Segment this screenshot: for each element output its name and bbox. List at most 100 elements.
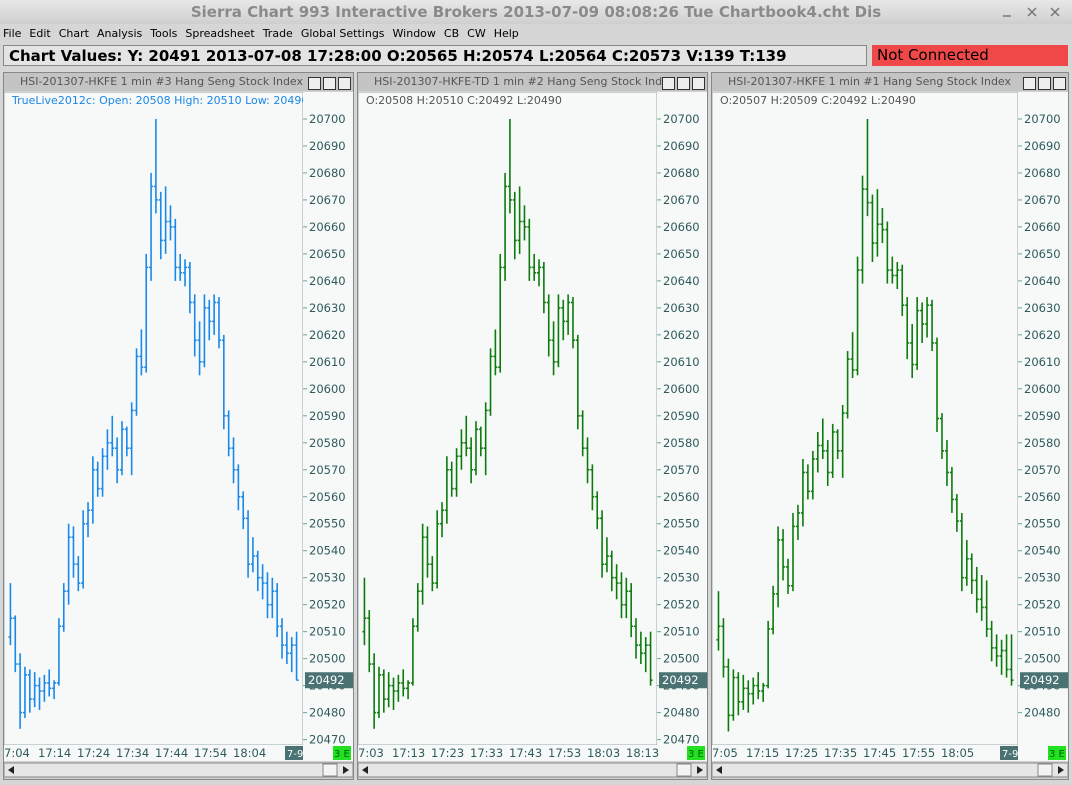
y-tick-label: 20610 (309, 355, 346, 369)
y-tick-label: 20510 (663, 625, 700, 639)
y-tick-label: 20520 (309, 598, 346, 612)
scroll-thumb[interactable] (322, 763, 338, 777)
scroll-thumb[interactable] (1037, 763, 1053, 777)
last-price-box (305, 672, 353, 689)
y-tick-label: 20640 (1024, 274, 1061, 288)
x-tick-label: 17:43 (509, 746, 542, 760)
scroll-left[interactable] (8, 766, 14, 774)
y-tick-label: 20570 (309, 463, 346, 477)
panel-buttons[interactable] (306, 75, 351, 90)
panel-header: O:20508 H:20510 C:20492 L:20490 (366, 94, 562, 107)
badge-box (687, 746, 705, 760)
x-tick-label: 18:04 (233, 746, 266, 760)
menu-item[interactable]: Global Settings (300, 27, 385, 40)
scroll-left[interactable] (362, 766, 368, 774)
panel-button[interactable] (662, 77, 675, 90)
x-tick-label: 7:04 (4, 746, 30, 760)
x-tick-label: 17:35 (824, 746, 857, 760)
scroll-left[interactable] (716, 766, 722, 774)
panel-button[interactable] (323, 77, 336, 90)
panel-buttons[interactable] (660, 75, 705, 90)
plot-area (712, 92, 1019, 746)
chart-panel: HSI-201307-HKFE-TD 1 min #2 Hang Seng St… (357, 72, 708, 780)
menu-item[interactable]: CW (467, 27, 486, 40)
menu-item[interactable]: Analysis (96, 27, 143, 40)
y-tick-label: 20530 (309, 571, 346, 585)
panel-button[interactable] (308, 77, 321, 90)
panel-button[interactable] (677, 77, 690, 90)
y-tick-label: 20690 (663, 139, 700, 153)
panel-button[interactable] (692, 77, 705, 90)
scroll-right[interactable] (343, 766, 349, 774)
panel-buttons[interactable] (1021, 75, 1066, 90)
panel-button[interactable] (1053, 77, 1066, 90)
scrollbar[interactable] (712, 762, 1068, 778)
panel-button[interactable] (1038, 77, 1051, 90)
plot-area (4, 92, 304, 746)
y-tick-label: 20510 (309, 625, 346, 639)
last-price-box (659, 672, 707, 689)
y-tick-label: 20660 (309, 220, 346, 234)
y-tick-label: 20610 (1024, 355, 1061, 369)
y-tick-label: 20640 (309, 274, 346, 288)
y-tick-label: 20670 (1024, 193, 1061, 207)
y-tick-label: 20640 (663, 274, 700, 288)
y-tick-label: 20470 (663, 733, 700, 747)
panel-button[interactable] (1023, 77, 1036, 90)
y-tick-label: 20600 (663, 382, 700, 396)
chart-panel: HSI-201307-HKFE 1 min #1 Hang Seng Stock… (711, 72, 1069, 780)
last-price-box (1020, 672, 1068, 689)
x-tick-label: 17:24 (77, 746, 110, 760)
menu-item[interactable]: CB (443, 27, 460, 40)
x-tick-label: 17:45 (863, 746, 896, 760)
menu-item[interactable]: Help (493, 27, 519, 40)
y-tick-label: 20550 (663, 517, 700, 531)
x-tick-label: 17:53 (548, 746, 581, 760)
corner-box (285, 746, 303, 760)
y-tick-label: 20700 (663, 112, 700, 126)
scroll-right[interactable] (697, 766, 703, 774)
scrollbar[interactable] (4, 762, 353, 778)
y-tick-label: 20580 (663, 436, 700, 450)
panel-button[interactable] (338, 77, 351, 90)
y-tick-label: 20680 (1024, 166, 1061, 180)
x-axis (358, 745, 707, 761)
panel-title: HSI-201307-HKFE 1 min #1 Hang Seng Stock… (712, 73, 1068, 91)
x-tick-label: 17:54 (194, 746, 227, 760)
badge-box (1048, 746, 1066, 760)
x-axis (712, 745, 1068, 761)
last-price: 20492 (1023, 673, 1060, 687)
menu-item[interactable]: Chart (58, 27, 89, 40)
scrollbar[interactable] (358, 762, 707, 778)
panel-header: TrueLive2012c: Open: 20508 High: 20510 L… (11, 94, 308, 107)
menu-item[interactable]: Tools (150, 27, 178, 40)
y-tick-label: 20580 (309, 436, 346, 450)
x-tick-label: 17:25 (785, 746, 818, 760)
scroll-thumb[interactable] (676, 763, 692, 777)
menu-item[interactable]: Window (392, 27, 436, 40)
menu-item[interactable]: File (3, 27, 22, 40)
y-tick-label: 20630 (663, 301, 700, 315)
last-price: 20492 (308, 673, 345, 687)
y-tick-label: 20700 (1024, 112, 1061, 126)
menu-item[interactable]: Spreadsheet (185, 27, 255, 40)
window-controls[interactable] (990, 4, 1070, 20)
last-price: 20492 (662, 673, 699, 687)
corner-label: 7-9 (287, 749, 303, 760)
menu-item[interactable]: Trade (262, 27, 293, 40)
y-tick-label: 20520 (1024, 598, 1061, 612)
scroll-right[interactable] (1058, 766, 1064, 774)
y-tick-label: 20480 (663, 706, 700, 720)
badge: 3 E (1049, 749, 1065, 760)
y-tick-label: 20550 (309, 517, 346, 531)
menu-item[interactable]: Edit (29, 27, 51, 40)
chart: O:20507 H:20509 C:20492 L:20490 20480 2049… (712, 92, 1068, 778)
y-tick-label: 20620 (309, 328, 346, 342)
connection-status: Not Connected (872, 45, 1068, 66)
x-tick-label: 17:15 (746, 746, 779, 760)
y-tick-label: 20480 (309, 706, 346, 720)
y-tick-label: 20530 (1024, 571, 1061, 585)
y-tick-label: 20620 (663, 328, 700, 342)
y-tick-label: 20700 (309, 112, 346, 126)
y-tick-label: 20540 (1024, 544, 1061, 558)
